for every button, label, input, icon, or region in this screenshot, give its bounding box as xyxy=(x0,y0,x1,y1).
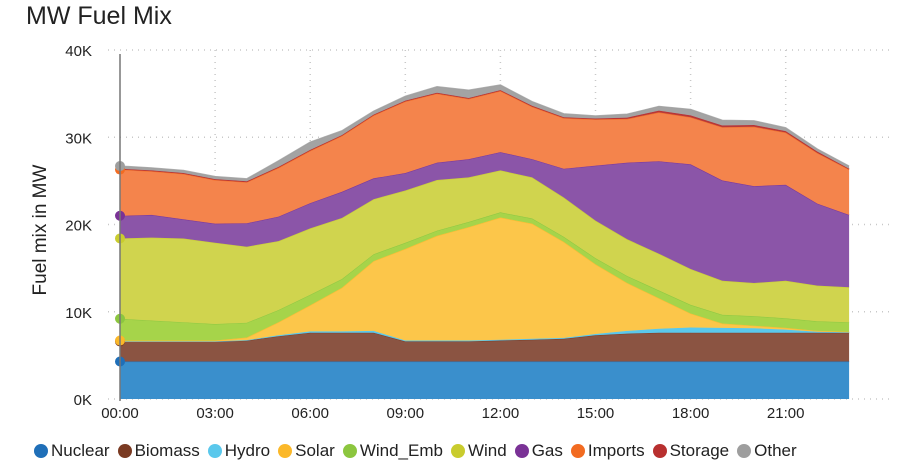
legend-dot-icon xyxy=(570,444,585,458)
line-other xyxy=(119,84,850,180)
x-tick-label: 03:00 xyxy=(196,405,234,422)
y-tick-label: 40K xyxy=(65,43,92,60)
legend-label: Gas xyxy=(531,441,563,460)
legend-label: Wind xyxy=(467,441,507,460)
legend-label: Imports xyxy=(587,441,645,460)
legend-dot-icon xyxy=(737,444,752,458)
legend-label: Other xyxy=(754,441,797,460)
legend-item-imports[interactable]: Imports xyxy=(570,441,645,461)
stacked-areas xyxy=(119,84,850,400)
legend-item-wind[interactable]: Wind xyxy=(450,441,507,461)
area-solar[interactable] xyxy=(120,217,850,342)
x-tick-label: 00:00 xyxy=(101,405,139,422)
area-other[interactable] xyxy=(120,84,850,182)
y-tick-label: 0K xyxy=(74,392,92,409)
legend-item-gas[interactable]: Gas xyxy=(514,441,563,461)
y-axis-label: Fuel mix in MW xyxy=(30,164,51,295)
legend-label: Storage xyxy=(669,441,730,460)
legend-label: Hydro xyxy=(224,441,271,460)
legend: Nuclear Biomass Hydro Solar Wind_Emb Wind Gas I… xyxy=(34,441,797,461)
legend-item-storage[interactable]: Storage xyxy=(652,441,730,461)
legend-item-solar[interactable]: Solar xyxy=(278,441,335,461)
area-biomass[interactable] xyxy=(120,332,850,362)
area-wind-emb[interactable] xyxy=(120,212,850,341)
x-tick-label: 21:00 xyxy=(767,405,805,422)
area-gas[interactable] xyxy=(120,152,850,288)
y-tick-label: 20K xyxy=(65,218,92,235)
area-storage[interactable] xyxy=(120,90,850,183)
x-tick-label: 18:00 xyxy=(672,405,710,422)
legend-item-biomass[interactable]: Biomass xyxy=(117,441,200,461)
area-imports[interactable] xyxy=(120,91,850,224)
legend-item-other[interactable]: Other xyxy=(737,441,797,461)
area-hydro[interactable] xyxy=(120,327,850,342)
x-tick-label: 09:00 xyxy=(387,405,425,422)
area-wind[interactable] xyxy=(120,170,850,324)
x-tick-label: 06:00 xyxy=(291,405,329,422)
legend-label: Solar xyxy=(295,441,335,460)
chart-title: MW Fuel Mix xyxy=(26,2,172,30)
legend-dot-icon xyxy=(450,444,465,458)
legend-dot-icon xyxy=(652,444,667,458)
legend-dot-icon xyxy=(342,444,357,458)
area-nuclear[interactable] xyxy=(120,361,850,400)
legend-dot-icon xyxy=(278,444,293,458)
legend-label: Wind_Emb xyxy=(359,441,443,460)
legend-item-hydro[interactable]: Hydro xyxy=(207,441,271,461)
legend-item-wind-emb[interactable]: Wind_Emb xyxy=(342,441,443,461)
legend-dot-icon xyxy=(514,444,529,458)
legend-label: Nuclear xyxy=(51,441,110,460)
axes: 0K 10K 20K 30K 40K 00:00 03:00 06:00 09:00 12:00 1… xyxy=(65,43,804,422)
legend-dot-icon xyxy=(117,444,132,458)
legend-item-nuclear[interactable]: Nuclear xyxy=(34,441,110,461)
x-tick-label: 12:00 xyxy=(482,405,520,422)
legend-dot-icon xyxy=(207,444,222,458)
x-tick-label: 15:00 xyxy=(577,405,615,422)
y-tick-label: 30K xyxy=(65,130,92,147)
legend-label: Biomass xyxy=(134,441,200,460)
legend-dot-icon xyxy=(34,444,48,458)
y-tick-label: 10K xyxy=(65,305,92,322)
